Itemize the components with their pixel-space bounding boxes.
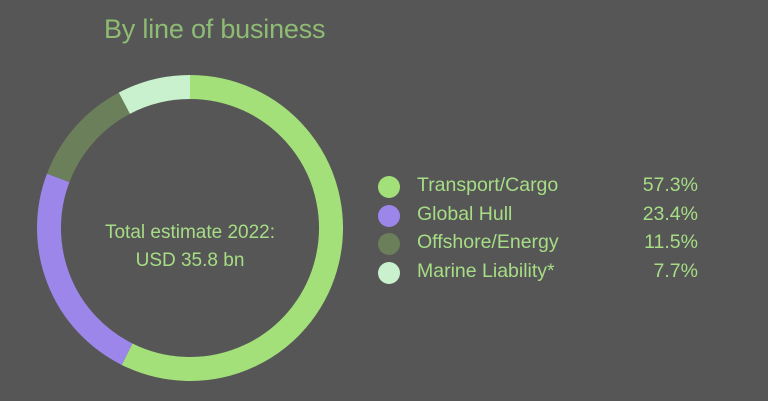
- legend-row-offshore-energy: Offshore/Energy 11.5%: [378, 230, 708, 259]
- donut-slice-offshore-energy: [46, 92, 131, 183]
- legend-value-offshore-energy: 11.5%: [644, 231, 698, 253]
- legend-value-marine-liability: 7.7%: [653, 259, 698, 282]
- donut-slice-global-hull: [37, 173, 133, 365]
- donut-chart: [37, 75, 343, 381]
- center-label-line1: Total estimate 2022:: [104, 222, 276, 243]
- legend-row-transport-cargo: Transport/Cargo 57.3%: [378, 173, 708, 202]
- legend-swatch-offshore-energy: [378, 233, 400, 255]
- center-label-line2: USD 35.8 bn: [135, 250, 245, 271]
- legend-label-transport-cargo: Transport/Cargo: [417, 174, 559, 196]
- donut-slice-transport-cargo: [121, 75, 343, 381]
- legend-swatch-marine-liability: [378, 261, 400, 284]
- legend-label-global-hull: Global Hull: [417, 202, 513, 225]
- legend-row-marine-liability: Marine Liability* 7.7%: [378, 259, 708, 288]
- legend-row-global-hull: Global Hull 23.4%: [378, 202, 708, 231]
- legend-value-global-hull: 23.4%: [642, 202, 698, 225]
- donut-slice-marine-liability: [118, 75, 191, 114]
- legend-swatch-global-hull: [378, 204, 400, 227]
- legend: Transport/Cargo 57.3% Global Hull 23.4% …: [378, 173, 708, 287]
- donut-slices: [37, 75, 343, 381]
- legend-label-offshore-energy: Offshore/Energy: [417, 231, 559, 253]
- legend-value-transport-cargo: 57.3%: [642, 174, 698, 196]
- chart-title: By line of business: [104, 14, 326, 44]
- legend-swatch-transport-cargo: [378, 176, 400, 198]
- donut-center-label: Total estimate 2022: USD 35.8 bn: [64, 219, 316, 275]
- legend-label-marine-liability: Marine Liability*: [417, 259, 555, 282]
